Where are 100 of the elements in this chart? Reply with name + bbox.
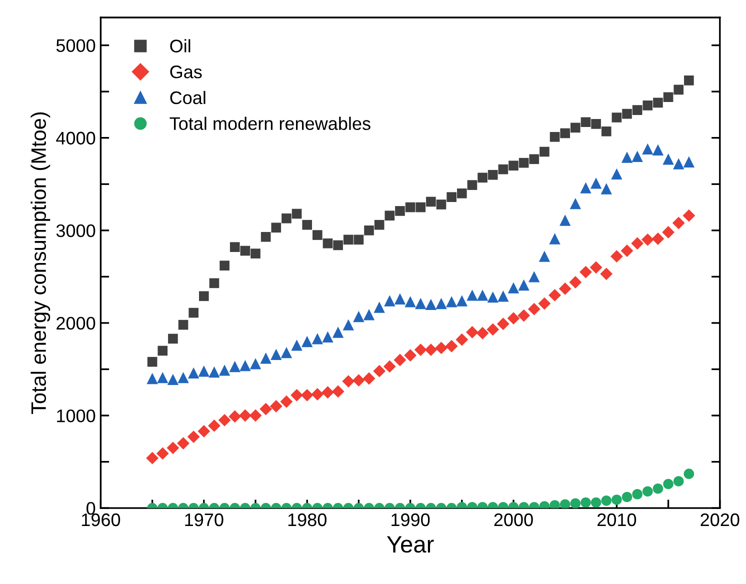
point <box>518 158 529 168</box>
point <box>476 290 488 301</box>
point <box>271 222 282 233</box>
point <box>550 132 560 142</box>
point <box>570 122 580 133</box>
point <box>311 388 324 400</box>
point <box>435 342 448 354</box>
point <box>569 276 582 288</box>
point <box>662 226 675 238</box>
point <box>364 225 374 236</box>
point <box>178 320 188 330</box>
point <box>425 298 437 310</box>
point <box>240 360 251 372</box>
point <box>486 323 500 336</box>
y-tick-label: 5000 <box>56 39 96 52</box>
point <box>674 84 684 95</box>
point <box>498 164 508 174</box>
point <box>591 119 601 129</box>
point <box>528 302 540 316</box>
point <box>529 154 540 164</box>
point <box>280 395 293 408</box>
point <box>322 386 334 399</box>
point <box>166 442 180 454</box>
point <box>198 365 210 377</box>
point <box>642 100 653 110</box>
point <box>662 154 674 165</box>
x-tick-label: 1960 <box>82 513 120 526</box>
y-tick-label: 1000 <box>57 409 96 422</box>
point <box>249 409 262 422</box>
point <box>208 419 220 432</box>
point <box>353 310 364 322</box>
point <box>559 214 571 226</box>
point <box>508 282 520 294</box>
point <box>250 248 260 258</box>
point <box>631 237 644 250</box>
y-tick-label: 0 <box>86 502 96 515</box>
point <box>570 198 582 210</box>
point <box>156 447 169 460</box>
point <box>363 309 375 320</box>
point <box>496 318 510 330</box>
point <box>456 188 467 198</box>
point <box>518 309 530 322</box>
y-tick-label: 2000 <box>56 316 96 330</box>
point <box>673 476 684 486</box>
point <box>282 213 292 224</box>
point <box>456 333 468 346</box>
point <box>188 308 198 318</box>
legend-label: Gas <box>170 66 202 78</box>
point <box>612 494 622 505</box>
y-tick-label: 3000 <box>56 224 96 238</box>
point <box>416 202 426 212</box>
point <box>612 112 622 122</box>
point <box>260 232 271 242</box>
point <box>590 261 602 274</box>
point <box>610 250 623 263</box>
point <box>528 271 540 282</box>
point <box>476 326 489 340</box>
point <box>270 348 282 360</box>
point <box>436 298 447 310</box>
point <box>178 372 189 384</box>
point <box>466 290 478 301</box>
point <box>622 108 632 119</box>
point <box>456 295 468 306</box>
point <box>198 291 209 302</box>
point <box>292 208 302 219</box>
point <box>383 360 396 373</box>
point <box>426 196 436 207</box>
point <box>302 336 313 348</box>
point <box>312 230 322 240</box>
point <box>518 279 530 291</box>
point <box>632 489 642 500</box>
point <box>312 333 324 344</box>
point <box>580 117 591 128</box>
point <box>560 499 570 508</box>
point <box>478 172 488 183</box>
point <box>394 354 406 366</box>
point <box>302 220 312 230</box>
point <box>229 360 240 372</box>
point <box>652 144 664 156</box>
point <box>601 126 612 136</box>
point <box>684 76 694 86</box>
point <box>600 268 613 280</box>
point <box>250 358 262 370</box>
point <box>362 372 376 385</box>
point <box>642 486 653 497</box>
point <box>270 400 282 412</box>
point <box>550 500 560 508</box>
point <box>560 128 570 138</box>
point <box>332 385 344 398</box>
point <box>188 367 200 379</box>
point <box>146 372 158 384</box>
point <box>601 496 612 506</box>
point <box>466 326 478 338</box>
point <box>673 158 684 170</box>
point <box>642 143 654 155</box>
point <box>198 425 210 438</box>
point <box>415 298 426 310</box>
point <box>663 92 674 102</box>
point <box>290 388 303 402</box>
y-axis-title: Total energy consumption (Mtoe) <box>30 112 50 414</box>
